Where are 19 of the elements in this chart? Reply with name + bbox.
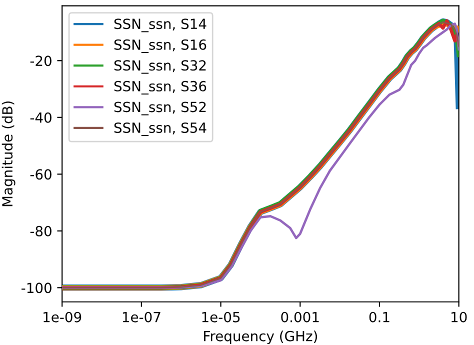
legend-label: SSN_ssn, S52	[114, 102, 206, 116]
x-tick-label: 1e-09	[44, 312, 82, 322]
legend-label: SSN_ssn, S16	[114, 39, 206, 53]
legend-label: SSN_ssn, S32	[114, 60, 206, 74]
y-axis-title: Magnitude (dB)	[2, 101, 16, 206]
x-tick-label: 10	[452, 312, 467, 322]
x-axis-title: Frequency (GHz)	[204, 330, 318, 344]
legend-label: SSN_ssn, S14	[114, 18, 206, 32]
x-tick-label: 1e-05	[202, 312, 240, 322]
legend-label: SSN_ssn, S54	[114, 122, 206, 136]
legend-label: SSN_ssn, S36	[114, 80, 206, 95]
x-tick-label: 0.001	[281, 312, 319, 322]
y-tick-label: -20	[30, 56, 52, 66]
y-tick-label: -60	[30, 169, 52, 180]
x-tick-label: 1e-07	[122, 312, 160, 322]
y-tick-label: -100	[22, 282, 52, 294]
x-tick-label: 0.1	[369, 312, 390, 322]
y-tick-label: -40	[30, 112, 52, 123]
y-tick-label: -80	[30, 226, 52, 236]
